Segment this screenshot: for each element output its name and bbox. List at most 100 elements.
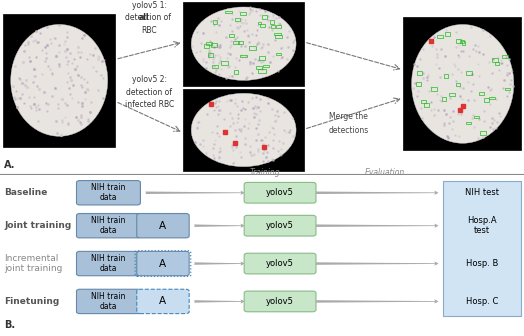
FancyBboxPatch shape bbox=[244, 215, 316, 236]
Bar bbox=[416, 82, 421, 86]
Bar bbox=[234, 70, 238, 74]
Bar bbox=[456, 83, 460, 86]
Bar bbox=[270, 20, 274, 24]
Text: NIH test: NIH test bbox=[465, 188, 499, 197]
Bar bbox=[502, 55, 508, 58]
Bar bbox=[275, 33, 280, 36]
Text: Hosp. B: Hosp. B bbox=[466, 259, 498, 268]
Bar bbox=[462, 41, 465, 45]
Bar bbox=[204, 44, 209, 48]
Bar bbox=[263, 65, 269, 68]
Text: yolov5 1:: yolov5 1: bbox=[132, 1, 167, 10]
Text: RBC: RBC bbox=[141, 26, 157, 35]
FancyBboxPatch shape bbox=[244, 253, 316, 274]
Bar bbox=[479, 92, 484, 95]
FancyBboxPatch shape bbox=[244, 291, 316, 312]
Text: yolov5 2:: yolov5 2: bbox=[132, 75, 167, 84]
Ellipse shape bbox=[10, 25, 108, 136]
Bar bbox=[474, 116, 479, 118]
Bar bbox=[431, 87, 436, 91]
Text: detection of: detection of bbox=[125, 13, 173, 22]
Bar bbox=[239, 54, 247, 57]
Text: yolov5: yolov5 bbox=[266, 188, 294, 197]
FancyBboxPatch shape bbox=[244, 182, 316, 203]
Bar bbox=[444, 74, 448, 78]
Bar bbox=[445, 32, 450, 36]
Bar bbox=[258, 69, 266, 73]
Text: Merge the: Merge the bbox=[329, 112, 368, 121]
Bar bbox=[256, 66, 262, 69]
Bar bbox=[460, 40, 464, 43]
Bar bbox=[208, 53, 213, 57]
Bar bbox=[258, 22, 261, 25]
Bar bbox=[489, 97, 495, 99]
Bar bbox=[276, 53, 281, 55]
FancyBboxPatch shape bbox=[137, 213, 189, 238]
Bar bbox=[235, 18, 240, 20]
Text: B.: B. bbox=[4, 320, 15, 330]
Text: infected RBC: infected RBC bbox=[125, 100, 174, 109]
FancyBboxPatch shape bbox=[183, 89, 304, 171]
Bar bbox=[466, 122, 471, 124]
Text: NIH train
data: NIH train data bbox=[91, 183, 126, 203]
Text: A: A bbox=[159, 296, 167, 306]
Text: A.: A. bbox=[4, 160, 16, 170]
FancyBboxPatch shape bbox=[77, 289, 140, 313]
Ellipse shape bbox=[191, 93, 296, 167]
Bar bbox=[213, 20, 217, 24]
Ellipse shape bbox=[191, 7, 296, 80]
Bar bbox=[436, 35, 443, 38]
Bar bbox=[466, 71, 472, 75]
Bar bbox=[206, 42, 212, 45]
Bar bbox=[505, 88, 509, 90]
Text: A: A bbox=[159, 259, 167, 268]
Text: Baseline: Baseline bbox=[4, 188, 48, 197]
Bar bbox=[492, 57, 498, 62]
Bar bbox=[229, 34, 234, 38]
Bar bbox=[212, 43, 217, 47]
FancyBboxPatch shape bbox=[3, 14, 115, 147]
Bar bbox=[275, 35, 282, 38]
Text: NIH train
data: NIH train data bbox=[91, 216, 126, 236]
Bar bbox=[259, 24, 265, 27]
FancyBboxPatch shape bbox=[137, 251, 189, 276]
Text: Hosp. C: Hosp. C bbox=[466, 297, 498, 306]
Bar bbox=[484, 98, 488, 102]
Bar bbox=[233, 41, 239, 44]
Bar bbox=[424, 103, 429, 107]
Bar bbox=[421, 100, 427, 103]
Text: Finetuning: Finetuning bbox=[4, 297, 59, 306]
Bar bbox=[417, 71, 422, 75]
Text: yolov5: yolov5 bbox=[266, 259, 294, 268]
Bar bbox=[249, 46, 256, 50]
Bar bbox=[456, 39, 461, 43]
Text: detection of: detection of bbox=[126, 88, 172, 97]
Text: NIH train
data: NIH train data bbox=[91, 292, 126, 311]
Text: Joint training: Joint training bbox=[4, 221, 71, 230]
Ellipse shape bbox=[412, 25, 514, 143]
FancyBboxPatch shape bbox=[77, 180, 140, 205]
FancyBboxPatch shape bbox=[137, 289, 189, 313]
Bar bbox=[276, 25, 281, 28]
Text: NIH train
data: NIH train data bbox=[91, 254, 126, 273]
FancyBboxPatch shape bbox=[77, 213, 140, 238]
Text: yolov5: yolov5 bbox=[266, 297, 294, 306]
Bar bbox=[212, 66, 218, 69]
Bar bbox=[495, 62, 499, 65]
Text: Evaluation: Evaluation bbox=[365, 168, 405, 177]
Bar bbox=[450, 92, 455, 96]
FancyBboxPatch shape bbox=[443, 181, 521, 316]
Bar bbox=[241, 12, 246, 15]
Text: A: A bbox=[159, 221, 167, 231]
FancyBboxPatch shape bbox=[77, 251, 140, 276]
Text: all: all bbox=[139, 13, 149, 22]
Bar bbox=[263, 15, 267, 18]
Bar bbox=[225, 11, 232, 13]
Bar bbox=[259, 56, 265, 60]
Text: Incremental
joint training: Incremental joint training bbox=[4, 254, 62, 273]
Bar bbox=[221, 61, 227, 66]
FancyBboxPatch shape bbox=[403, 17, 521, 150]
FancyBboxPatch shape bbox=[183, 2, 304, 86]
Text: Hosp.A
test: Hosp.A test bbox=[467, 216, 497, 236]
Text: detections: detections bbox=[329, 126, 368, 135]
